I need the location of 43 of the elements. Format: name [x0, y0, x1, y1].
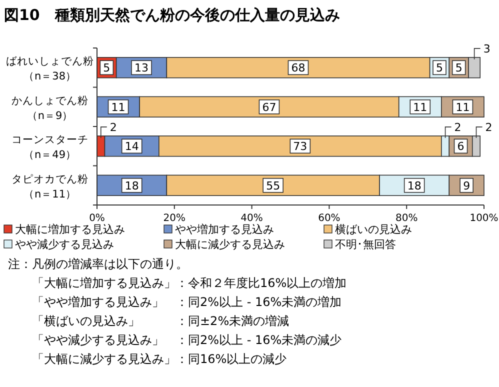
legend-label: やや増加する見込み: [175, 223, 274, 236]
data-label: 9: [463, 179, 470, 192]
legend-label: 大幅に減少する見込み: [175, 238, 285, 251]
text: 注：凡例の増減率は以下の通り。: [8, 257, 188, 271]
chart-title: 図10 種類別天然でん粉の今後の仕入量の見込み: [4, 6, 340, 24]
data-label: 2: [110, 120, 117, 134]
y-tick-label: かんしょでん粉（n＝9）: [12, 94, 88, 122]
data-label: 18: [124, 179, 139, 192]
y-tick-label: タピオカでん粉（n＝11）: [12, 173, 88, 200]
data-label: 2: [454, 120, 462, 134]
data-label: 2: [485, 120, 492, 134]
data-label: 68: [291, 62, 306, 75]
y-tick-label: ばれいしょでん粉（n＝38）: [6, 56, 94, 83]
legend-label: 横ばいの見込み: [335, 223, 412, 236]
data-label: 11: [413, 100, 428, 114]
x-tick-label: 100%: [470, 213, 498, 224]
y-tick-label: コーンスターチ（n＝49）: [12, 134, 88, 162]
text: 「やや減少する見込み」 ：同2%以上 - 16%未満の減少: [32, 333, 342, 347]
text: 「大幅に減少する見込み」：同16%以上の減少: [32, 352, 287, 366]
data-label: 13: [134, 62, 149, 75]
data-label: 67: [262, 100, 276, 114]
text: 「大幅に増加する見込み」：令和２年度比16%以上の増加: [32, 276, 347, 290]
data-label: 14: [124, 140, 139, 154]
x-tick-label: 60%: [318, 213, 340, 224]
data-label: 55: [266, 179, 280, 192]
x-tick-label: 0%: [89, 213, 105, 224]
data-label: 73: [293, 140, 308, 154]
data-label: 5: [436, 62, 443, 75]
data-label: 3: [483, 42, 490, 56]
data-label: 6: [457, 140, 464, 154]
data-label: 5: [103, 62, 110, 75]
text: 「やや増加する見込み」 ：同2%以上 - 16%未満の増加: [32, 295, 342, 309]
legend-label: 不明･無回答: [335, 238, 396, 251]
x-tick-label: 20%: [163, 213, 186, 224]
data-label: 5: [455, 62, 462, 75]
text: 「横ばいの見込み」 ：同±2%未満の増減: [32, 314, 290, 328]
legend-label: やや減少する見込み: [15, 238, 114, 251]
x-tick-label: 80%: [395, 213, 418, 224]
legend-label: 大幅に増加する見込み: [15, 223, 125, 236]
data-label: 18: [407, 179, 422, 192]
data-label: 11: [456, 100, 470, 114]
data-label: 11: [111, 100, 126, 114]
x-tick-label: 40%: [240, 213, 263, 224]
